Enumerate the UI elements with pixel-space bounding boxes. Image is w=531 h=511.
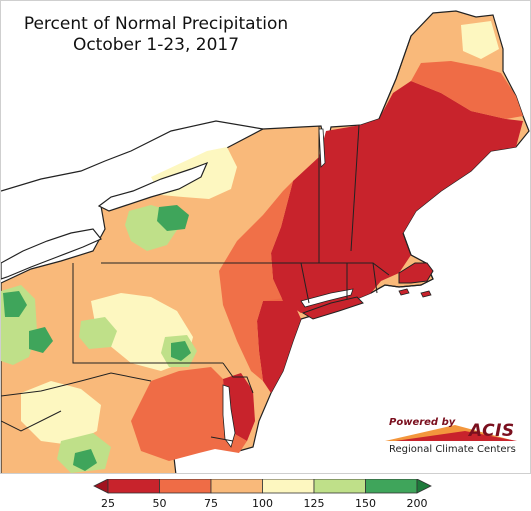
canada-boundary: [1, 120, 264, 192]
map-title: Percent of Normal Precipitation: [23, 14, 289, 34]
zone-verywet-ohio: [3, 291, 27, 317]
legend-tick-label: 25: [101, 497, 115, 510]
map-subtitle: October 1-23, 2017: [72, 35, 240, 55]
legend-bin: [159, 479, 212, 494]
zone-dry-newengland: [271, 81, 523, 313]
state-boundaries: [1, 35, 412, 442]
zone-verywet-va: [73, 449, 97, 471]
lake-champlain: [318, 128, 326, 168]
zone-dry-nj: [257, 297, 301, 393]
legend-bar: [93, 479, 432, 494]
acis-logo: Powered by ACIS Regional Climate Centers: [385, 415, 525, 459]
legend-bin: [365, 479, 418, 494]
legend-tick-label: 50: [152, 497, 167, 510]
legend-tick-label: 75: [204, 497, 218, 510]
legend-bin: [313, 479, 366, 494]
zone-maine-north: [461, 21, 499, 59]
legend-arrow-below: [93, 479, 109, 494]
nantucket: [420, 290, 432, 298]
coastline: [370, 232, 434, 294]
zone-verywet-pa: [171, 341, 191, 361]
legend-tick-label: 100: [252, 497, 273, 510]
logo-tagline: Regional Climate Centers: [389, 444, 516, 455]
marthas-vineyard: [398, 288, 410, 296]
lake-ontario: [97, 161, 209, 212]
precipitation-map: [1, 10, 530, 473]
zone-wet-pa-central: [79, 317, 117, 349]
legend-bin: [107, 479, 160, 494]
zone-lowmid-east: [219, 181, 293, 381]
map-frame: Percent of Normal Precipitation October …: [0, 0, 531, 474]
legend-tick-label: 200: [406, 497, 428, 510]
legend-tick-label: 125: [303, 497, 325, 510]
legend-arrow-above: [416, 479, 432, 494]
legend-bin: [262, 479, 315, 494]
zone-normal-wv: [21, 381, 101, 445]
legend-tick-label: 150: [355, 497, 376, 510]
zone-lowmid-chesapeake: [131, 367, 247, 461]
zone-lowmid-maine: [411, 61, 523, 119]
zone-verywet-tug: [157, 205, 189, 231]
cape-cod: [398, 262, 434, 284]
lake-erie: [1, 228, 102, 280]
zone-verywet-ohio2: [29, 327, 53, 353]
long-island-sound: [300, 288, 354, 308]
long-island: [301, 296, 364, 320]
chesapeake-bay: [222, 384, 236, 448]
color-legend: [0, 474, 531, 511]
logo-powered-by: Powered by: [389, 417, 456, 428]
logo-acis: ACIS: [469, 421, 515, 441]
legend-bin: [210, 479, 263, 494]
acis-swoosh-icon: [385, 425, 517, 441]
